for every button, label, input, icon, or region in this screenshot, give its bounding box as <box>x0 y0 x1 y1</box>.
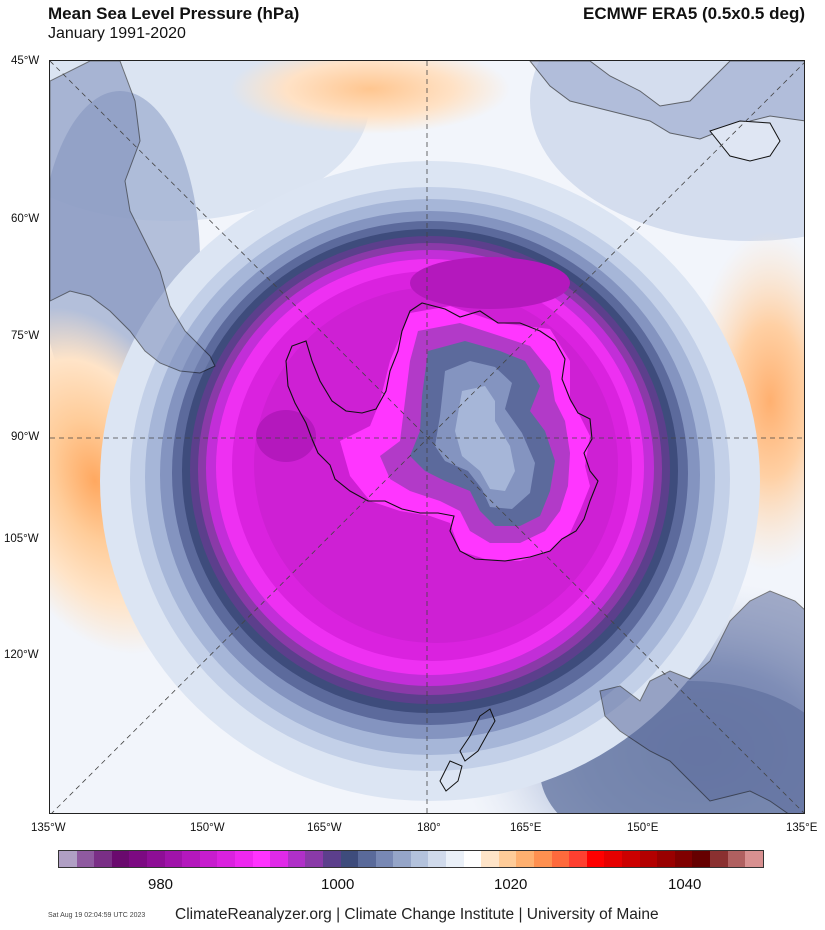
colorbar-swatch <box>146 851 165 867</box>
colorbar-tick-label: 1020 <box>494 876 528 893</box>
colorbar-swatch <box>217 851 235 867</box>
colorbar-swatch <box>674 851 693 867</box>
south-america-coastline <box>50 61 216 374</box>
colorbar-swatch <box>358 851 376 867</box>
lat-label: 60°W <box>11 213 40 225</box>
colorbar-tick-label: 1000 <box>321 876 355 893</box>
colorbar-swatch <box>534 851 552 867</box>
colorbar-swatch <box>129 851 147 867</box>
lon-label: 135°E <box>786 822 818 834</box>
colorbar-swatch <box>410 851 429 867</box>
pressure-map-svg <box>50 61 804 813</box>
colorbar-swatch <box>604 851 622 867</box>
colorbar-swatch <box>234 851 253 867</box>
colorbar-swatch <box>692 851 710 867</box>
new-zealand-south-island <box>459 708 496 762</box>
colorbar-swatch <box>270 851 288 867</box>
colorbar-swatch <box>305 851 323 867</box>
southern-africa-coastline <box>529 61 804 142</box>
colorbar-swatch <box>446 851 464 867</box>
timestamp: Sat Aug 19 02:04:59 UTC 2023 <box>48 912 146 919</box>
lat-label: 45°W <box>11 55 40 67</box>
high-pressure-cell <box>230 61 510 134</box>
antarctica-coastline <box>285 302 599 562</box>
colorbar-swatch <box>586 851 605 867</box>
colorbar-swatch <box>516 851 535 867</box>
dataset-label: ECMWF ERA5 (0.5x0.5 deg) <box>583 4 805 23</box>
map-title: Mean Sea Level Pressure (hPa) <box>48 4 300 23</box>
lat-label: 75°W <box>11 330 40 342</box>
new-zealand-north-island <box>439 760 463 792</box>
lon-label: 150°E <box>627 822 659 834</box>
colorbar-swatch <box>287 851 306 867</box>
colorbar-swatch <box>199 851 218 867</box>
colorbar-swatch <box>428 851 447 867</box>
credit-line: ClimateReanalyzer.org | Climate Change I… <box>175 906 659 923</box>
lon-label: 165°E <box>510 822 542 834</box>
lat-label: 120°W <box>4 649 39 661</box>
lon-label: 135°W <box>31 822 66 834</box>
colorbar-swatch <box>76 851 95 867</box>
colorbar-swatch <box>164 851 183 867</box>
colorbar-swatch <box>551 851 570 867</box>
colorbar-swatch <box>393 851 411 867</box>
colorbar-tick-label: 980 <box>148 876 174 893</box>
colorbar-swatch <box>94 851 112 867</box>
colorbar-tick-label: 1040 <box>668 876 702 893</box>
antarctic-interior <box>340 306 590 561</box>
colorbar-swatch <box>463 851 482 867</box>
colorbar-swatch <box>59 851 77 867</box>
colorbar-swatch <box>111 851 130 867</box>
colorbar-swatch <box>481 851 499 867</box>
colorbar-swatch <box>709 851 728 867</box>
colorbar-swatch <box>727 851 746 867</box>
lon-label: 150°W <box>190 822 225 834</box>
lon-label: 180° <box>417 822 441 834</box>
colorbar-swatch <box>657 851 675 867</box>
colorbar-swatch <box>322 851 341 867</box>
colorbar-swatch <box>639 851 658 867</box>
map-subtitle: January 1991-2020 <box>48 25 186 42</box>
lat-label: 90°W <box>11 431 40 443</box>
colorbar-swatch <box>375 851 394 867</box>
colorbar-swatch <box>340 851 359 867</box>
graticule <box>50 61 804 813</box>
colorbar-swatch <box>252 851 271 867</box>
colorbar-swatch <box>745 851 763 867</box>
colorbar-swatch <box>569 851 587 867</box>
colorbar-swatch <box>182 851 200 867</box>
colorbar-swatch <box>498 851 517 867</box>
australia-coastline <box>599 590 804 813</box>
lat-label: 105°W <box>4 533 39 545</box>
pressure-map[interactable] <box>49 60 805 814</box>
colorbar-swatch <box>622 851 640 867</box>
colorbar <box>58 850 764 868</box>
lon-label: 165°W <box>307 822 342 834</box>
